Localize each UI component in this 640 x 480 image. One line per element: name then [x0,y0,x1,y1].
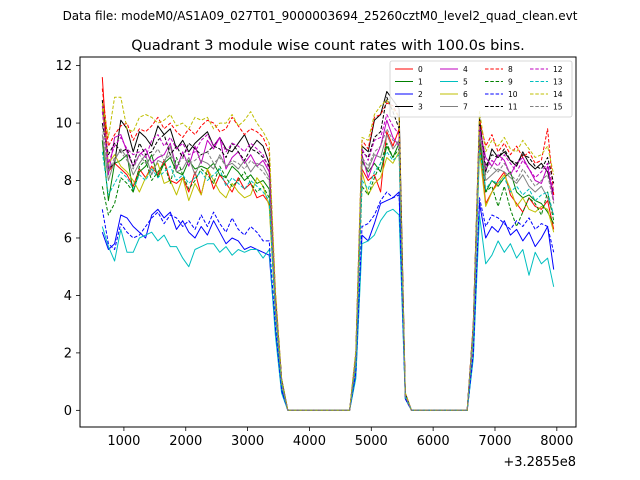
y-tick-label: 2 [64,346,72,361]
legend-label-11: 11 [508,103,518,112]
x-tick-label: 8000 [540,434,573,449]
legend-label-8: 8 [508,65,513,74]
legend-label-4: 4 [463,65,468,74]
legend-label-7: 7 [463,103,468,112]
y-tick-label: 10 [55,117,72,132]
legend-label-15: 15 [553,103,563,112]
y-tick-label: 6 [64,231,72,246]
legend-label-12: 12 [553,65,563,74]
x-tick-label: 5000 [355,434,388,449]
x-tick-label: 1000 [107,434,140,449]
x-tick-label: 6000 [417,434,450,449]
legend-label-10: 10 [508,90,518,99]
y-axis-ticks: 0 2 4 6 8 10 12 [55,59,80,419]
y-tick-label: 12 [55,59,72,74]
legend-label-14: 14 [553,90,563,99]
x-axis-ticks: 1000 2000 3000 4000 5000 6000 7000 8000 [107,427,573,449]
x-tick-label: 7000 [478,434,511,449]
x-offset-label: +3.2855e8 [503,455,576,470]
y-tick-label: 4 [64,289,72,304]
legend-label-0: 0 [418,65,423,74]
legend-label-9: 9 [508,78,513,87]
y-tick-label: 8 [64,174,72,189]
legend-label-1: 1 [418,78,423,87]
legend-box [389,60,573,118]
x-tick-label: 2000 [169,434,202,449]
x-tick-label: 4000 [293,434,326,449]
legend-label-5: 5 [463,78,468,87]
chart-suptitle: Data file: modeM0/AS1A09_027T01_90000036… [63,9,578,23]
legend-label-6: 6 [463,90,468,99]
y-tick-label: 0 [64,404,72,419]
x-tick-label: 3000 [231,434,264,449]
chart-title: Quadrant 3 module wise count rates with … [131,38,525,54]
legend-label-3: 3 [418,103,423,112]
series-lines [101,77,555,411]
plot-area [80,57,576,427]
plot-frame [79,56,577,428]
legend-label-13: 13 [553,78,563,87]
series-line-15 [101,125,555,411]
legend-label-2: 2 [418,90,423,99]
